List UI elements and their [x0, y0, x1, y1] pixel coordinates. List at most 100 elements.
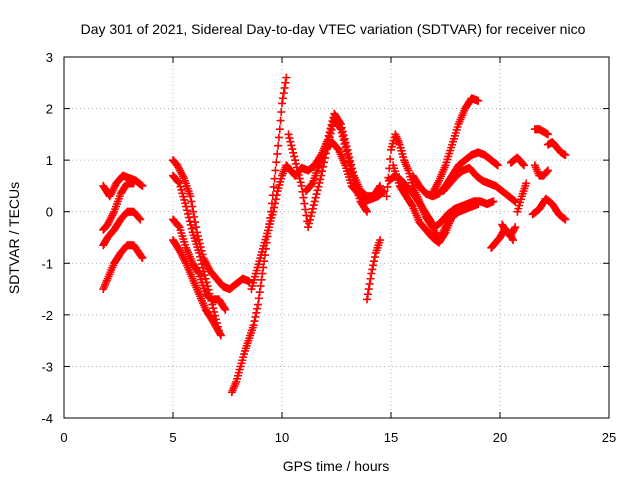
data-point [287, 141, 296, 150]
data-point [313, 186, 322, 195]
data-point [291, 156, 300, 165]
data-point [309, 201, 318, 210]
data-point [522, 179, 531, 188]
data-point [493, 161, 502, 170]
data-point [195, 248, 204, 257]
data-point [366, 274, 375, 283]
chart-title: Day 301 of 2021, Sidereal Day-to-day VTE… [81, 21, 586, 37]
data-series [227, 73, 291, 397]
data-point [269, 182, 278, 191]
data-point [519, 161, 528, 170]
data-point [276, 116, 285, 125]
data-point [543, 166, 552, 175]
data-point [326, 124, 335, 133]
data-point [280, 83, 289, 92]
data-point [253, 304, 262, 313]
data-point [277, 108, 286, 117]
data-point [272, 158, 281, 167]
data-point [274, 133, 283, 142]
data-point [315, 178, 324, 187]
y-tick-label: -3 [41, 359, 53, 374]
data-series [528, 194, 570, 224]
data-point [386, 155, 395, 164]
data-point [342, 142, 351, 151]
data-series [506, 153, 528, 170]
data-point [187, 197, 196, 206]
data-point [314, 182, 323, 191]
data-point [375, 183, 384, 192]
data-point [369, 257, 378, 266]
y-tick-label: -2 [41, 308, 53, 323]
data-series [247, 161, 300, 294]
data-point [269, 207, 278, 216]
y-tick-label: 2 [46, 102, 53, 117]
data-point [251, 312, 260, 321]
data-point [197, 260, 206, 269]
data-point [274, 141, 283, 150]
data-point [316, 175, 325, 184]
data-series [530, 161, 552, 180]
data-point [362, 206, 371, 215]
data-point [138, 181, 147, 190]
data-point [250, 317, 259, 326]
data-point [288, 145, 297, 154]
data-point [183, 206, 192, 215]
data-point [367, 269, 376, 278]
data-point [271, 195, 280, 204]
data-series [99, 207, 145, 250]
y-tick-label: 0 [46, 205, 53, 220]
data-series [363, 236, 385, 304]
data-series [169, 236, 225, 340]
data-point [304, 223, 313, 232]
data-points [99, 73, 570, 397]
data-series [439, 163, 520, 206]
data-point [363, 207, 372, 216]
data-point [301, 205, 310, 214]
data-point [434, 178, 443, 187]
y-tick-label: -4 [41, 411, 53, 426]
data-point [509, 236, 518, 245]
data-point [340, 134, 349, 143]
data-point [137, 252, 146, 261]
data-point [299, 193, 308, 202]
data-point [197, 256, 206, 265]
data-point [196, 252, 205, 261]
data-point [324, 131, 333, 140]
data-series [384, 171, 498, 232]
data-point [186, 220, 195, 229]
data-point [136, 215, 145, 224]
x-tick-label: 25 [602, 430, 616, 445]
data-point [543, 130, 552, 139]
data-point [256, 281, 265, 290]
y-tick-label: 1 [46, 153, 53, 168]
data-point [308, 204, 317, 213]
x-tick-label: 20 [493, 430, 507, 445]
data-point [344, 149, 353, 158]
data-point [178, 172, 187, 181]
data-point [245, 277, 254, 286]
data-point [510, 224, 519, 233]
data-point [192, 223, 201, 232]
data-point [365, 279, 374, 288]
data-point [282, 73, 291, 82]
data-point [174, 222, 183, 231]
data-point [279, 89, 288, 98]
data-point [187, 224, 196, 233]
data-point [341, 138, 350, 147]
data-point [221, 305, 230, 314]
data-point [376, 236, 385, 245]
data-point [278, 99, 286, 108]
data-point [174, 178, 183, 187]
data-point [271, 166, 280, 175]
data-point [337, 123, 346, 132]
data-point [289, 148, 298, 157]
x-tick-label: 10 [275, 430, 289, 445]
data-point [305, 219, 314, 228]
data-series [530, 125, 552, 139]
data-point [252, 308, 261, 317]
x-tick-label: 5 [169, 430, 176, 445]
plot-frame [63, 56, 610, 419]
data-point [310, 197, 319, 206]
data-point [519, 160, 528, 169]
